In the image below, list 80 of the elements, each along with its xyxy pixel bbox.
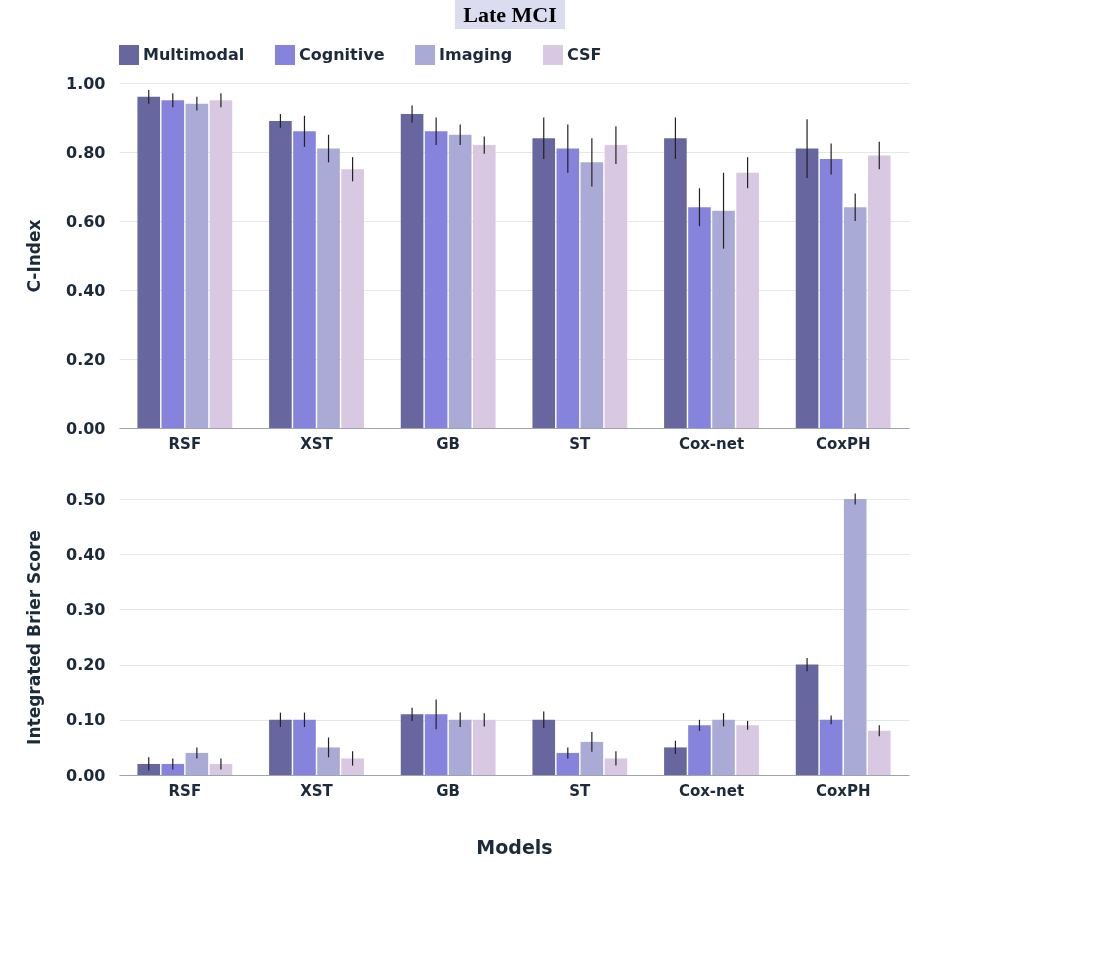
bar (448, 134, 472, 428)
x-tick-label: GB (436, 781, 461, 800)
bar (341, 758, 364, 775)
bar (424, 714, 448, 775)
bar (293, 719, 316, 775)
bar (269, 120, 292, 428)
bar (664, 747, 687, 775)
bar (604, 758, 628, 775)
bar (712, 210, 735, 428)
bar (161, 763, 185, 775)
bar (185, 752, 209, 775)
bar (137, 763, 161, 775)
legend-label: CSF (567, 45, 602, 64)
bar (209, 100, 233, 428)
bar (604, 145, 628, 428)
y-tick-label: 0.20 (66, 349, 106, 369)
bar (532, 719, 556, 775)
bar (341, 169, 364, 428)
chart-title: Late MCI (455, 0, 565, 29)
y-axis-title: C-Index (24, 219, 45, 293)
x-tick-label: CoxPH (815, 781, 871, 800)
bar (664, 138, 687, 428)
bar (317, 148, 340, 428)
y-tick-label: 1.00 (66, 73, 106, 93)
legend-label: Cognitive (299, 45, 385, 64)
bar (269, 719, 292, 775)
bar (532, 138, 556, 428)
bar (580, 162, 604, 428)
bar (161, 100, 185, 428)
x-tick-label: GB (436, 434, 461, 453)
x-axis-title: Models (476, 835, 553, 858)
bar (293, 131, 316, 428)
bar (736, 172, 759, 428)
bar (843, 207, 867, 428)
bar (400, 714, 424, 775)
bar (472, 145, 496, 428)
bar (556, 752, 580, 775)
x-tick-label: ST (569, 434, 592, 453)
bar (867, 730, 891, 775)
bar (843, 499, 867, 775)
bar (795, 664, 819, 775)
y-tick-label: 0.10 (66, 710, 106, 730)
y-tick-label: 0.30 (66, 599, 106, 619)
y-tick-label: 0.60 (66, 211, 106, 231)
bar (317, 747, 340, 775)
y-tick-label: 0.50 (66, 489, 106, 509)
x-tick-label: XST (300, 434, 334, 453)
legend-label: Imaging (439, 45, 513, 64)
x-tick-label: Cox-net (678, 781, 745, 800)
x-tick-label: RSF (168, 434, 202, 453)
bar (472, 719, 496, 775)
x-tick-label: XST (300, 781, 334, 800)
y-tick-label: 0.40 (66, 544, 106, 564)
bar (819, 719, 843, 775)
bar (688, 725, 711, 775)
y-tick-label: 0.40 (66, 280, 106, 300)
legend-label: Multimodal (143, 45, 245, 64)
bar (185, 103, 209, 428)
bar (688, 207, 711, 428)
bar (400, 114, 424, 428)
y-tick-label: 0.00 (66, 418, 106, 438)
x-tick-label: RSF (168, 781, 202, 800)
x-tick-label: ST (569, 781, 592, 800)
y-tick-label: 0.80 (66, 142, 106, 162)
y-tick-label: 0.20 (66, 655, 106, 675)
x-tick-label: Cox-net (678, 434, 745, 453)
bar (209, 763, 233, 775)
bar (819, 158, 843, 428)
x-tick-label: CoxPH (815, 434, 871, 453)
bar (556, 148, 580, 428)
bar (137, 96, 161, 428)
bar (448, 719, 472, 775)
y-axis-title: Integrated Brier Score (24, 530, 45, 745)
bar (580, 741, 604, 775)
bar (795, 148, 819, 428)
bar (712, 719, 735, 775)
bar (424, 131, 448, 428)
bar (736, 725, 759, 775)
y-tick-label: 0.00 (66, 765, 106, 785)
bar (867, 155, 891, 428)
